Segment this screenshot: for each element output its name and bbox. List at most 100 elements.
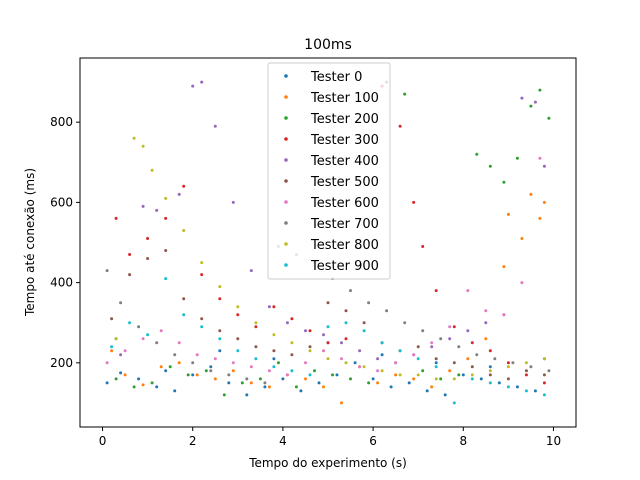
data-point-series-9-0 — [110, 345, 114, 349]
data-point-series-5-14 — [362, 321, 366, 325]
data-point-series-6-23 — [520, 281, 524, 285]
data-point-series-6-2 — [141, 337, 145, 341]
data-point-series-4-10 — [285, 321, 289, 325]
data-point-series-6-8 — [249, 365, 253, 369]
data-point-series-8-0 — [114, 337, 118, 341]
legend-marker-3 — [284, 137, 288, 141]
legend: Tester 0 Tester 100 Tester 200 Tester 300 Te… — [267, 62, 391, 280]
data-point-series-8-2 — [141, 144, 145, 148]
data-point-series-6-11 — [304, 361, 307, 365]
data-point-series-1-8 — [249, 381, 253, 385]
data-point-series-0-26 — [164, 369, 168, 373]
data-point-series-5-19 — [452, 361, 456, 365]
x-tick-label-4: 4 — [279, 434, 287, 448]
data-point-series-2-23 — [515, 156, 519, 160]
data-point-series-7-19 — [439, 337, 443, 341]
data-point-series-2-7 — [240, 381, 244, 385]
data-point-series-4-12 — [322, 333, 325, 337]
chart-title: 100ms — [304, 37, 352, 53]
data-point-series-0-8 — [245, 393, 249, 397]
data-point-series-7-24 — [529, 365, 533, 369]
data-point-series-5-0 — [110, 317, 114, 321]
data-point-series-8-19 — [434, 377, 438, 381]
legend-label-3: Tester 300 — [310, 133, 379, 148]
data-point-series-7-3 — [155, 341, 159, 345]
data-point-series-7-22 — [493, 357, 497, 361]
data-point-series-2-0 — [114, 377, 118, 381]
legend-label-2: Tester 200 — [310, 112, 379, 127]
data-point-series-7-16 — [385, 309, 389, 313]
data-point-series-9-21 — [488, 381, 492, 385]
data-point-series-1-21 — [484, 337, 488, 341]
data-point-series-5-6 — [218, 329, 222, 333]
data-point-series-0-30 — [380, 353, 384, 357]
data-point-series-9-3 — [164, 277, 168, 281]
data-point-series-3-12 — [326, 341, 330, 345]
data-point-series-9-18 — [434, 365, 438, 369]
data-point-series-4-13 — [340, 341, 343, 345]
data-point-series-4-7 — [231, 200, 235, 204]
legend-box — [267, 62, 391, 280]
data-point-series-7-6 — [209, 369, 213, 373]
data-point-series-1-17 — [412, 377, 416, 381]
data-point-series-0-4 — [173, 389, 177, 393]
data-point-series-1-3 — [159, 365, 163, 369]
data-point-series-4-9 — [267, 305, 271, 309]
y-tick-label-400: 400 — [50, 276, 73, 290]
data-point-series-1-27 — [506, 212, 510, 216]
data-point-series-9-7 — [236, 349, 240, 353]
data-point-series-0-16 — [389, 385, 393, 389]
data-point-series-0-12 — [317, 381, 321, 385]
data-point-series-1-9 — [267, 385, 271, 389]
data-point-series-5-5 — [200, 317, 204, 321]
data-point-series-7-7 — [227, 373, 231, 377]
data-point-series-2-5 — [204, 369, 208, 373]
data-point-series-4-2 — [155, 208, 159, 212]
y-tick-label-800: 800 — [50, 115, 73, 129]
data-point-series-1-19 — [448, 369, 452, 373]
data-point-series-0-21 — [479, 377, 483, 381]
data-point-series-7-25 — [547, 369, 551, 373]
data-point-series-9-23 — [524, 389, 528, 393]
data-point-series-6-21 — [484, 309, 488, 313]
data-point-series-3-5 — [200, 273, 204, 277]
data-point-series-2-4 — [186, 373, 190, 377]
data-point-series-0-18 — [425, 389, 429, 393]
data-point-series-6-4 — [177, 341, 181, 345]
data-point-series-6-20 — [466, 289, 470, 293]
data-point-series-9-4 — [182, 313, 186, 317]
data-point-series-9-14 — [362, 329, 366, 333]
data-point-series-9-5 — [200, 325, 204, 329]
legend-marker-4 — [284, 158, 288, 162]
data-point-series-2-11 — [313, 369, 316, 373]
data-point-series-9-2 — [146, 333, 150, 337]
legend-label-7: Tester 700 — [310, 217, 379, 232]
data-point-series-4-14 — [358, 349, 362, 353]
data-point-series-1-7 — [231, 369, 235, 373]
data-point-series-7-5 — [191, 361, 195, 365]
data-point-series-9-20 — [470, 377, 474, 381]
legend-label-1: Tester 100 — [310, 91, 379, 106]
data-point-series-5-8 — [254, 345, 258, 349]
data-point-series-3-22 — [488, 349, 492, 353]
data-point-series-9-13 — [344, 321, 348, 325]
data-point-series-9-24 — [542, 393, 546, 397]
data-point-series-8-12 — [308, 349, 312, 353]
y-tick-label-200: 200 — [50, 356, 73, 370]
data-point-series-5-10 — [290, 353, 294, 357]
legend-label-9: Tester 900 — [310, 259, 379, 274]
data-point-series-4-4 — [191, 84, 195, 88]
data-point-series-3-24 — [524, 373, 528, 377]
legend-label-6: Tester 600 — [310, 196, 379, 211]
data-point-series-6-5 — [195, 353, 199, 357]
data-point-series-8-18 — [416, 373, 420, 377]
data-point-series-5-18 — [434, 357, 438, 361]
x-tick-label-2: 2 — [189, 434, 197, 448]
legend-marker-2 — [284, 116, 288, 120]
data-point-series-6-15 — [376, 369, 380, 373]
x-axis-ticks: 0 2 4 6 8 10 — [99, 427, 561, 448]
data-point-series-1-24 — [538, 216, 542, 220]
data-point-series-4-25 — [542, 164, 546, 168]
data-point-series-0-20 — [461, 373, 465, 377]
data-point-series-1-12 — [322, 385, 325, 389]
